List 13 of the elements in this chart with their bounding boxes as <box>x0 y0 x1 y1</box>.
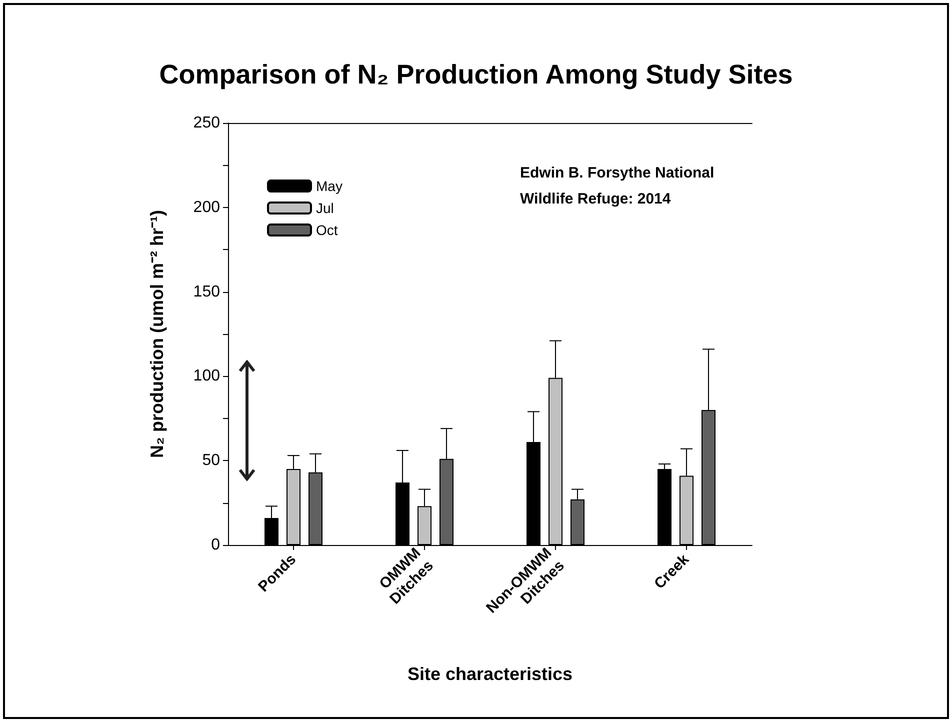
y-tick-label: 0 <box>211 536 220 554</box>
chart-title: Comparison of N₂ Production Among Study Sites <box>159 60 793 90</box>
legend-label: May <box>316 178 342 194</box>
y-axis-title: N₂ production (umol m⁻² hr⁻¹) <box>147 210 167 458</box>
y-tick-label: 50 <box>202 452 220 470</box>
y-tick-label: 250 <box>193 114 220 132</box>
legend-label: Oct <box>316 222 338 238</box>
x-axis-title: Site characteristics <box>407 664 573 684</box>
annotation: Edwin B. Forsythe National Wildlife Refuge: 2014 <box>520 164 714 208</box>
y-tick-label: 150 <box>193 283 220 300</box>
y-tick-label: 200 <box>193 198 220 216</box>
legend-label: Jul <box>316 200 334 216</box>
y-tick-label: 100 <box>193 368 220 385</box>
